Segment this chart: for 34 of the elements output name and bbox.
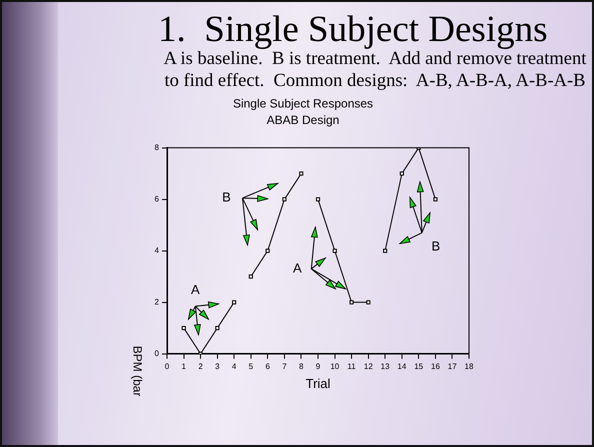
x-axis-title: Trial (306, 376, 331, 391)
chart-title: Single Subject Responses (232, 96, 374, 111)
annotation: B (432, 238, 440, 254)
x-tick-label: 5 (248, 362, 254, 371)
x-tick-label: 11 (347, 362, 356, 371)
x-tick-label: 14 (397, 362, 407, 371)
x-tick-label: 9 (316, 362, 321, 371)
annotation: A (293, 260, 302, 276)
y-tick-label: 0 (154, 349, 160, 358)
y-tick-label: 4 (154, 246, 160, 256)
x-tick-label: 16 (430, 362, 440, 371)
x-tick-label: 1 (182, 362, 187, 371)
x-tick-label: 10 (330, 362, 340, 371)
x-tick-label: 7 (282, 362, 288, 371)
x-tick-label: 17 (448, 362, 458, 371)
chart-subtitle: ABAB Design (266, 112, 340, 127)
x-tick-label: 13 (380, 362, 390, 371)
x-tick-label: 0 (164, 362, 170, 371)
x-tick-label: 4 (232, 362, 237, 371)
y-tick-label: 6 (154, 194, 160, 204)
x-tick-label: 6 (265, 362, 270, 371)
x-tick-label: 12 (364, 362, 374, 371)
annotation: A (191, 282, 200, 297)
x-tick-label: 18 (464, 362, 474, 371)
y-axis-title: BPM (bar (130, 346, 145, 396)
text: 1. Single Subject Designs (158, 9, 549, 50)
y-tick-label: 2 (154, 298, 160, 307)
x-tick-label: 3 (215, 362, 220, 371)
text: A is baseline. B is treatment. Add and remove treatment to find effect. Common designs: A-B, A-B-A, A-B-A-B (162, 49, 588, 92)
x-tick-label: 15 (414, 362, 424, 371)
annotation: B (222, 190, 231, 205)
x-tick-label: 8 (298, 362, 304, 371)
x-tick-label: 2 (198, 362, 204, 371)
y-tick-label: 8 (154, 143, 160, 152)
